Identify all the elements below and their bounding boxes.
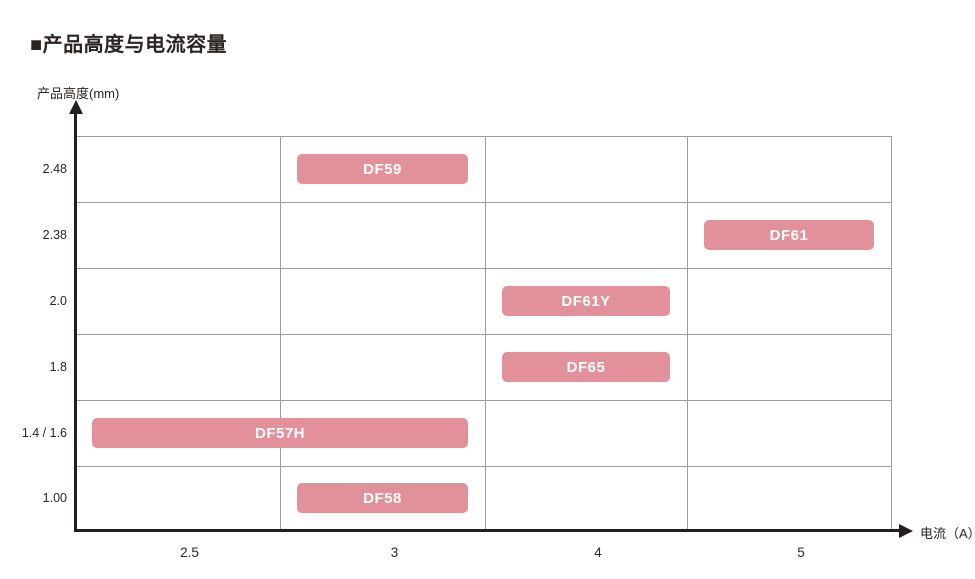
- y-tick-label: 2.0: [49, 294, 67, 308]
- y-tick-label: 1.8: [49, 360, 67, 374]
- plot-top-border: [75, 136, 891, 137]
- vertical-gridline: [687, 136, 688, 530]
- horizontal-gridline: [75, 466, 891, 467]
- chart-bar-df61y: DF61Y: [502, 286, 670, 316]
- y-axis-line: [74, 112, 77, 531]
- page-title: ■产品高度与电流容量: [30, 34, 228, 56]
- horizontal-gridline: [75, 268, 891, 269]
- x-tick-label: 4: [594, 545, 602, 560]
- y-axis-arrow-icon: [68, 100, 83, 114]
- vertical-gridline: [280, 136, 281, 530]
- x-tick-label: 3: [390, 545, 399, 560]
- chart-bar-df58: DF58: [297, 483, 468, 513]
- x-axis-label: 电流（A）: [920, 526, 975, 541]
- horizontal-gridline: [75, 202, 891, 203]
- y-tick-label: 1.00: [42, 491, 67, 505]
- y-axis-label: 产品高度(mm): [37, 86, 120, 101]
- y-tick-label: 2.38: [42, 228, 67, 242]
- x-tick-label: 5: [797, 545, 805, 560]
- chart-bar-df65: DF65: [502, 352, 670, 382]
- x-axis-arrow-icon: [899, 523, 913, 538]
- plot-right-border: [891, 136, 892, 530]
- x-tick-label: 2.5: [180, 545, 199, 560]
- y-tick-label: 2.48: [42, 162, 67, 176]
- horizontal-gridline: [75, 334, 891, 335]
- vertical-gridline: [485, 136, 486, 530]
- y-tick-label: 1.4 / 1.6: [21, 426, 67, 440]
- horizontal-gridline: [75, 400, 891, 401]
- chart-bar-df61: DF61: [704, 220, 874, 250]
- chart-bar-df59: DF59: [297, 154, 468, 184]
- chart-bar-df57h: DF57H: [92, 418, 468, 448]
- x-axis-line: [74, 529, 900, 532]
